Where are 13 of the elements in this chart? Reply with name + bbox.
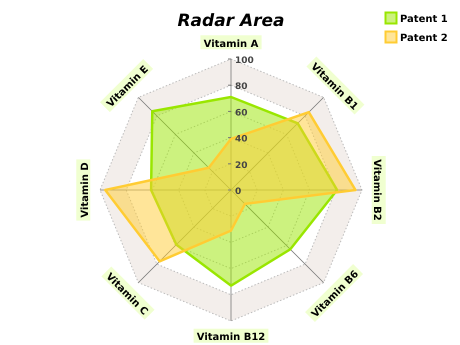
- y-tick-label: 0: [235, 187, 242, 197]
- y-tick-label: 100: [235, 56, 254, 66]
- y-tick-label: 60: [235, 108, 248, 118]
- spoke-label: Vitamin B12: [196, 332, 266, 344]
- legend-label: Patent 2: [400, 33, 448, 44]
- y-tick-label: 40: [235, 134, 248, 145]
- y-tick-label: 20: [235, 160, 248, 171]
- chart-title: Radar Area: [177, 11, 285, 31]
- spoke-label: Vitamin D: [80, 162, 91, 218]
- spoke-label: Vitamin A: [204, 38, 259, 50]
- legend-label: Patent 1: [400, 14, 448, 25]
- y-tick-label: 80: [235, 82, 248, 92]
- spoke-label: Vitamin B2: [371, 159, 382, 221]
